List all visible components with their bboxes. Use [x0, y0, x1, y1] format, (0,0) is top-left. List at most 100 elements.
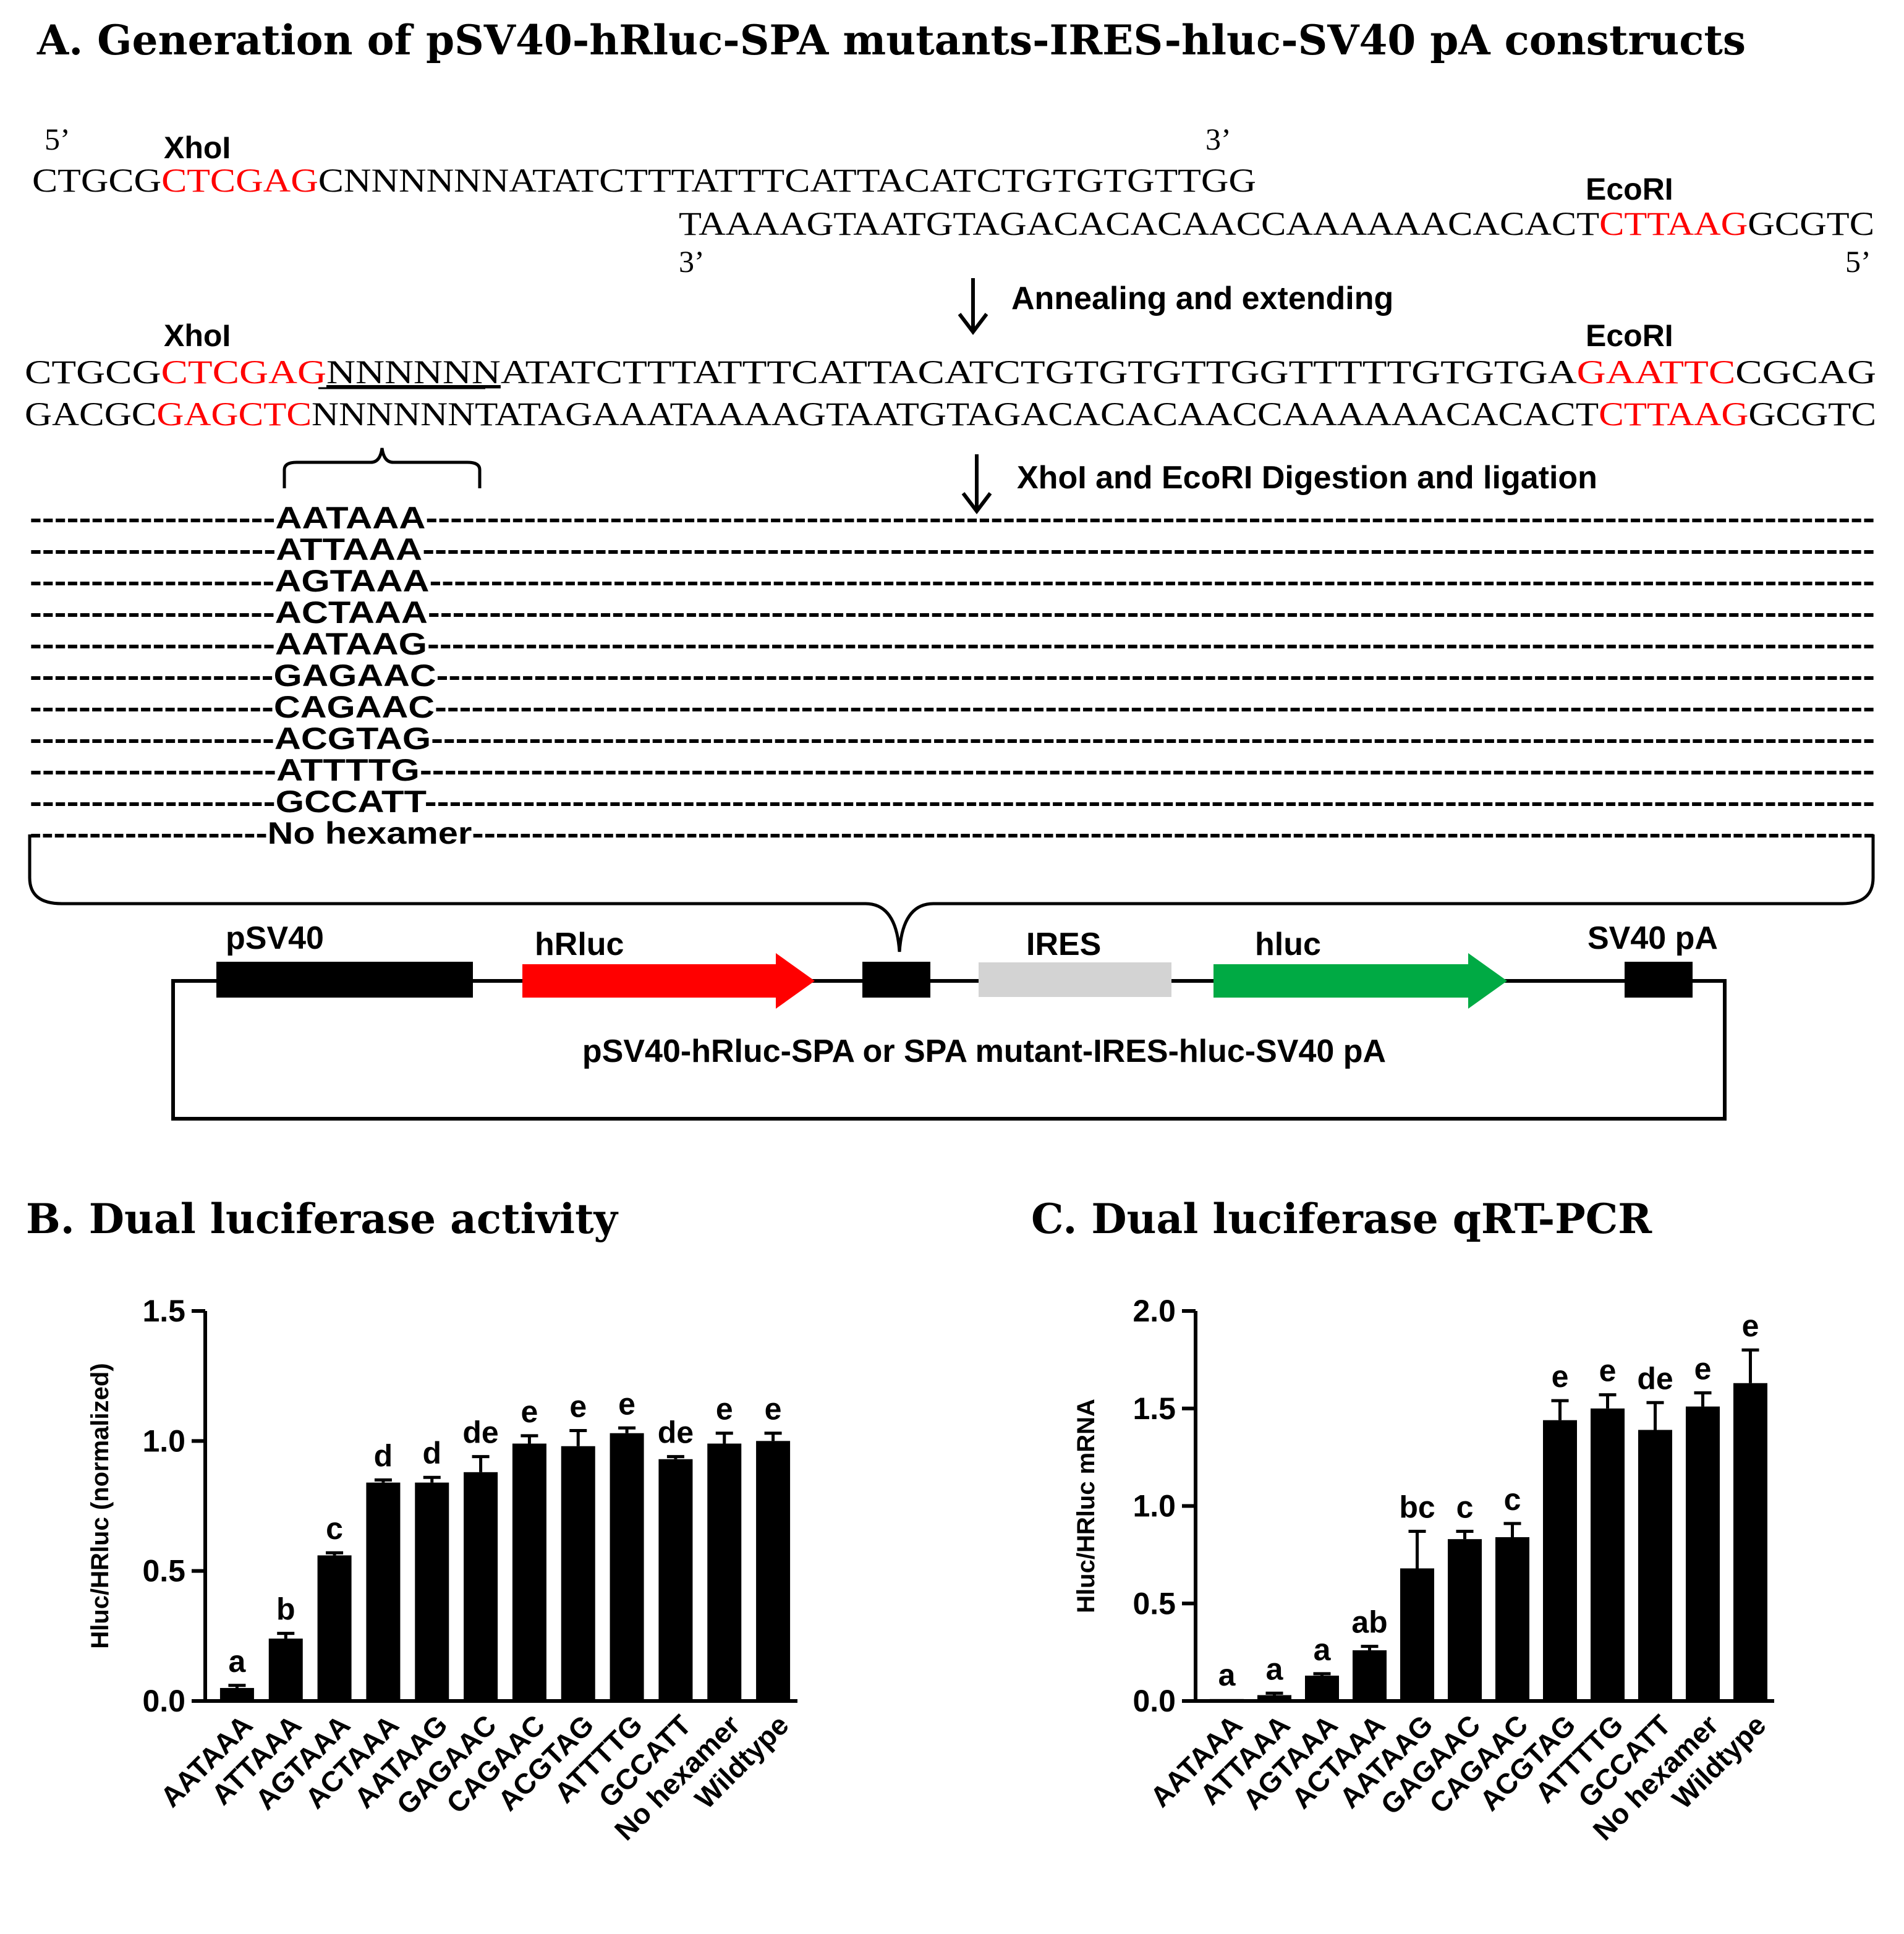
mutant-row: -------------------- CAGAAC --------------…: [30, 690, 1875, 724]
y-tick-label: 0.0: [142, 1684, 185, 1718]
mutant-row: -------------------- ACTAAA --------------…: [30, 595, 1875, 630]
mutant-row: -------------------- ATTTTG --------------…: [30, 753, 1875, 787]
mutant-row-dashes-right: ----------------------------------------…: [420, 753, 1875, 787]
bar: [1495, 1537, 1529, 1701]
oligo1-3prime-label: 3’: [1205, 122, 1231, 156]
significance-letter: e: [716, 1392, 733, 1427]
bar: [268, 1639, 303, 1701]
annealing-step-label: Annealing and extending: [1011, 281, 1393, 316]
y-tick-label: 1.5: [142, 1294, 185, 1328]
ds-bottom-strand: GACGC GAGCTC NNNNNN TATAGAAATAAAAGTAATGTAGA…: [25, 396, 1876, 433]
significance-letter: e: [1552, 1359, 1569, 1394]
mutant-row-dashes-right: ----------------------------------------…: [429, 564, 1875, 598]
significance-letter: b: [276, 1592, 295, 1627]
mutant-row-dashes-right: ----------------------------------------…: [427, 627, 1875, 661]
sv40pa-block: [1625, 962, 1693, 998]
significance-letter: e: [521, 1394, 538, 1429]
mutant-row-dashes-right: ----------------------------------------…: [425, 501, 1875, 535]
digestion-step-label: XhoI and EcoRI Digestion and ligation: [1017, 460, 1597, 496]
mutant-row-dashes-right: ----------------------------------------…: [422, 532, 1875, 567]
mutant-hexamer-label: ATTTTG: [276, 753, 420, 787]
down-arrow-icon: [958, 278, 988, 335]
spa-insert-block: [862, 962, 930, 998]
significance-letter: ab: [1351, 1605, 1387, 1640]
oligo1-pre: CTGCG: [32, 162, 161, 199]
bar: [1210, 1699, 1244, 1701]
oligo2-sequence: TAAAAGTAATGTAGACACACAACCAAAAAACACACT CTTA…: [679, 205, 1874, 242]
mutant-row: -------------------- GCCATT --------------…: [30, 784, 1875, 819]
bar: [366, 1482, 401, 1701]
ds-top-xhoi: CTCGAG: [161, 354, 326, 391]
significance-letter: e: [569, 1389, 587, 1424]
mutant-row-dashes-left: --------------------: [30, 564, 274, 598]
xhoi-label-top: XhoI: [164, 130, 231, 165]
mutant-hexamer-label: No hexamer: [268, 816, 472, 850]
y-tick-label: 1.0: [1133, 1489, 1176, 1524]
significance-letter: e: [1694, 1352, 1712, 1386]
ecori-label-top: EcoRI: [1586, 172, 1673, 206]
bar: [1305, 1675, 1339, 1701]
bar: [610, 1433, 644, 1701]
ds-top-strand: CTGCG CTCGAG NNNNNN ATATCTTTATTTCATTACATCTG…: [25, 354, 1876, 391]
xhoi-label-ds: XhoI: [164, 318, 231, 353]
y-tick-label: 0.0: [1133, 1684, 1176, 1718]
bar: [1733, 1383, 1767, 1701]
mutant-row-dashes-left: --------------------: [30, 595, 275, 630]
mutant-row: -------------------- ATTAAA --------------…: [30, 532, 1875, 567]
y-tick-label: 1.0: [142, 1423, 185, 1458]
mutant-hexamer-label: ACTAAA: [275, 595, 428, 630]
oligo1-5prime-label: 5’: [45, 122, 70, 156]
bar: [756, 1441, 791, 1701]
mutant-hexamer-label: ATTAAA: [276, 532, 422, 567]
mutant-row-dashes-left: --------------------: [30, 501, 275, 535]
significance-letter: de: [658, 1415, 694, 1450]
hexamer-brace: [283, 447, 482, 488]
significance-letter: e: [765, 1392, 782, 1427]
significance-letter: d: [422, 1436, 441, 1470]
mutant-row: -------------------- GAGAAC --------------…: [30, 658, 1875, 693]
oligo2-pre: TAAAAGTAATGTAGACACACAACCAAAAAACACACT: [679, 205, 1599, 242]
y-axis-label: Hluc/HRluc mRNA: [1073, 1399, 1100, 1613]
bar: [1257, 1695, 1291, 1701]
ires-label: IRES: [1026, 927, 1101, 962]
bar: [512, 1443, 546, 1701]
significance-letter: a: [1314, 1632, 1332, 1667]
ds-top-ecori: GAATTC: [1577, 354, 1736, 391]
mutant-row: -------------------- AATAAA --------------…: [30, 501, 1875, 535]
mutant-hexamer-label: AATAAG: [275, 627, 427, 661]
psv40-label: pSV40: [226, 920, 324, 956]
hluc-label: hluc: [1255, 927, 1321, 962]
bar: [464, 1472, 498, 1701]
bar: [1353, 1650, 1387, 1701]
mutant-row-dashes-right: ----------------------------------------…: [425, 784, 1875, 819]
bar: [415, 1482, 449, 1701]
mutant-hexamer-label: GAGAAC: [273, 658, 436, 693]
significance-letter: e: [1599, 1354, 1617, 1388]
y-tick-label: 0.5: [142, 1554, 185, 1588]
hrluc-arrow: [522, 953, 815, 1009]
mutant-row: -------------------- AGTAAA --------------…: [30, 564, 1875, 598]
hluc-arrow: [1213, 953, 1507, 1009]
bar: [561, 1446, 595, 1701]
ds-top-hexamer: NNNNNN: [326, 354, 501, 391]
oligo2-5prime-label: 5’: [1845, 244, 1871, 279]
y-tick-label: 0.5: [1133, 1586, 1176, 1621]
psv40-block: [216, 962, 473, 998]
mutant-list: -------------------- AATAAA --------------…: [30, 501, 1875, 850]
bar: [1448, 1539, 1482, 1701]
mutant-row-dashes-left: --------------------: [30, 816, 268, 850]
plasmid-map-outline: [171, 979, 1727, 1121]
sv40pa-label: SV40 pA: [1587, 920, 1718, 956]
oligo2-post: GCGTC: [1748, 205, 1874, 242]
mutant-row: -------------------- ACGTAG --------------…: [30, 721, 1875, 756]
significance-letter: a: [1266, 1652, 1284, 1686]
mutant-row-dashes-right: ----------------------------------------…: [428, 595, 1875, 630]
oligo1-xhoi-site: CTCGAG: [161, 162, 318, 199]
bar: [1591, 1408, 1625, 1701]
mutant-row-dashes-right: ----------------------------------------…: [435, 690, 1875, 724]
bar: [1543, 1420, 1577, 1701]
bar: [1686, 1406, 1720, 1701]
mutant-hexamer-label: AATAAA: [275, 501, 425, 535]
